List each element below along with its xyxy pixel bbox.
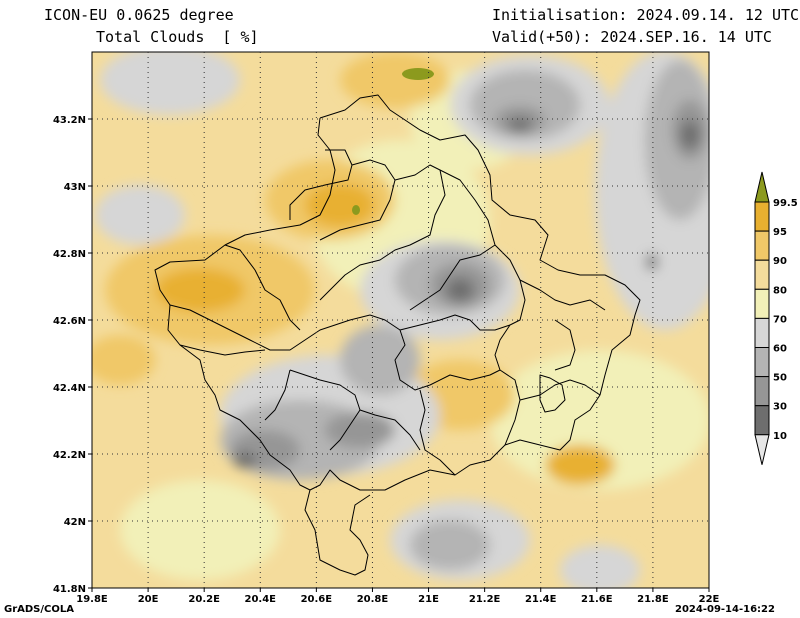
boundary-district: [319, 164, 446, 301]
lat-tick-label: 43N: [64, 182, 86, 193]
boundary-district: [289, 369, 361, 451]
colorbar-label: 95: [773, 227, 787, 238]
lat-tick-label: 43.2N: [53, 115, 86, 126]
lat-tick-label: 42.8N: [53, 249, 86, 260]
boundary-district: [519, 279, 606, 311]
colorbar-label: 60: [773, 344, 787, 355]
cloud-zone-dark-grey: [325, 412, 395, 448]
boundary-district: [179, 344, 266, 356]
colorbar-label: 99.5: [773, 198, 798, 209]
software-credit: GrADS/COLA: [4, 604, 74, 615]
cloud-zone-light-grey: [95, 185, 185, 245]
cloud-zone-orange: [340, 52, 450, 108]
lon-tick-label: 19.8E: [76, 594, 108, 605]
lon-tick-label: 22E: [699, 594, 720, 605]
colorbar-bottom-arrow: [754, 434, 770, 465]
colorbar-segment: [754, 347, 770, 378]
colorbar: 99.5 95 90 80 70 60 50 30 10: [754, 171, 798, 465]
colorbar-segment: [754, 376, 770, 407]
lat-tick-label: 42.6N: [53, 316, 86, 327]
cloud-zone-grey: [340, 325, 420, 395]
lon-tick-label: 21.8E: [637, 594, 669, 605]
boundary-district: [289, 149, 353, 220]
cloud-zone-orange: [92, 335, 155, 385]
lat-tick-label: 41.8N: [53, 584, 86, 595]
colorbar-label: 90: [773, 256, 787, 267]
boundary-district: [554, 319, 576, 371]
lat-tick-label: 42N: [64, 517, 86, 528]
cloud-zone-grey: [410, 520, 490, 570]
colorbar-segment: [754, 317, 770, 348]
colorbar-top-arrow: [754, 171, 770, 203]
cloud-zone-max: [402, 68, 434, 80]
cloud-zone-dark-orange: [545, 445, 615, 485]
lat-tick-label: 42.2N: [53, 450, 86, 461]
cloud-field: [92, 52, 709, 588]
cloud-zone-light-grey: [100, 52, 240, 115]
cloud-zone-darkest-grey: [446, 278, 474, 302]
boundary-district: [359, 409, 421, 451]
lon-tick-label: 20.2E: [188, 594, 220, 605]
lat-tick-label: 42.4N: [53, 383, 86, 394]
cloud-zone-darkest-grey: [680, 121, 700, 149]
boundary-district: [319, 159, 396, 241]
lon-tick-label: 21E: [418, 594, 439, 605]
colorbar-segment: [754, 230, 770, 261]
colorbar-label: 70: [773, 314, 787, 325]
boundary-district: [494, 244, 526, 371]
lon-tick-label: 21.4E: [525, 594, 557, 605]
colorbar-segment: [754, 288, 770, 319]
boundary-lines: [154, 94, 641, 576]
cloud-zone-dark-orange: [305, 183, 375, 227]
boundary-district: [169, 304, 371, 351]
boundary-outer-west: [154, 117, 336, 491]
lon-tick-label: 20.4E: [245, 594, 277, 605]
lon-tick-label: 21.2E: [469, 594, 501, 605]
longitude-tick-labels: 19.8E 20E 20.2E 20.4E 20.6E 20.8E 21E 21.2E 21.4…: [76, 594, 719, 605]
colorbar-segment: [754, 259, 770, 290]
boundary-district: [264, 369, 291, 421]
colorbar-segment: [754, 201, 770, 232]
valid-time: Valid(+50): 2024.SEP.16. 14 UTC: [492, 28, 772, 46]
render-timestamp: 2024-09-14-16:22: [675, 604, 775, 615]
cloud-zone-pale: [120, 480, 280, 580]
graticule: [88, 52, 710, 592]
boundary-district: [419, 389, 456, 476]
latitude-tick-labels: 41.8N 42N 42.2N 42.4N 42.6N 42.8N 43N 43.2N: [53, 115, 86, 595]
boundary-district: [409, 169, 496, 311]
initialisation-time: Initialisation: 2024.09.14. 12 UTC: [492, 6, 800, 24]
cloud-zone-darkest-grey: [646, 254, 658, 270]
colorbar-label: 30: [773, 402, 787, 413]
variable-title: Total Clouds [ %]: [96, 28, 259, 46]
boundary-district: [369, 314, 511, 331]
boundary-outer-east: [304, 94, 641, 576]
model-title: ICON-EU 0.0625 degree: [44, 6, 234, 24]
lon-tick-label: 21.6E: [581, 594, 613, 605]
colorbar-label: 50: [773, 373, 787, 384]
cloud-zone-pale: [490, 350, 709, 490]
cloud-zone-light-grey: [560, 545, 640, 588]
cloud-zone-max: [352, 205, 360, 215]
cloud-zone-dark-orange: [155, 268, 245, 312]
colorbar-label: 10: [773, 431, 787, 442]
cloud-zone-darkest-grey: [233, 452, 257, 468]
lon-tick-label: 20.8E: [357, 594, 389, 605]
colorbar-label: 80: [773, 285, 787, 296]
cloud-zone-darkest-grey: [508, 118, 532, 132]
boundary-district: [224, 244, 301, 331]
lon-tick-label: 20.6E: [301, 594, 333, 605]
lon-tick-label: 20E: [138, 594, 159, 605]
colorbar-segment: [754, 405, 770, 436]
